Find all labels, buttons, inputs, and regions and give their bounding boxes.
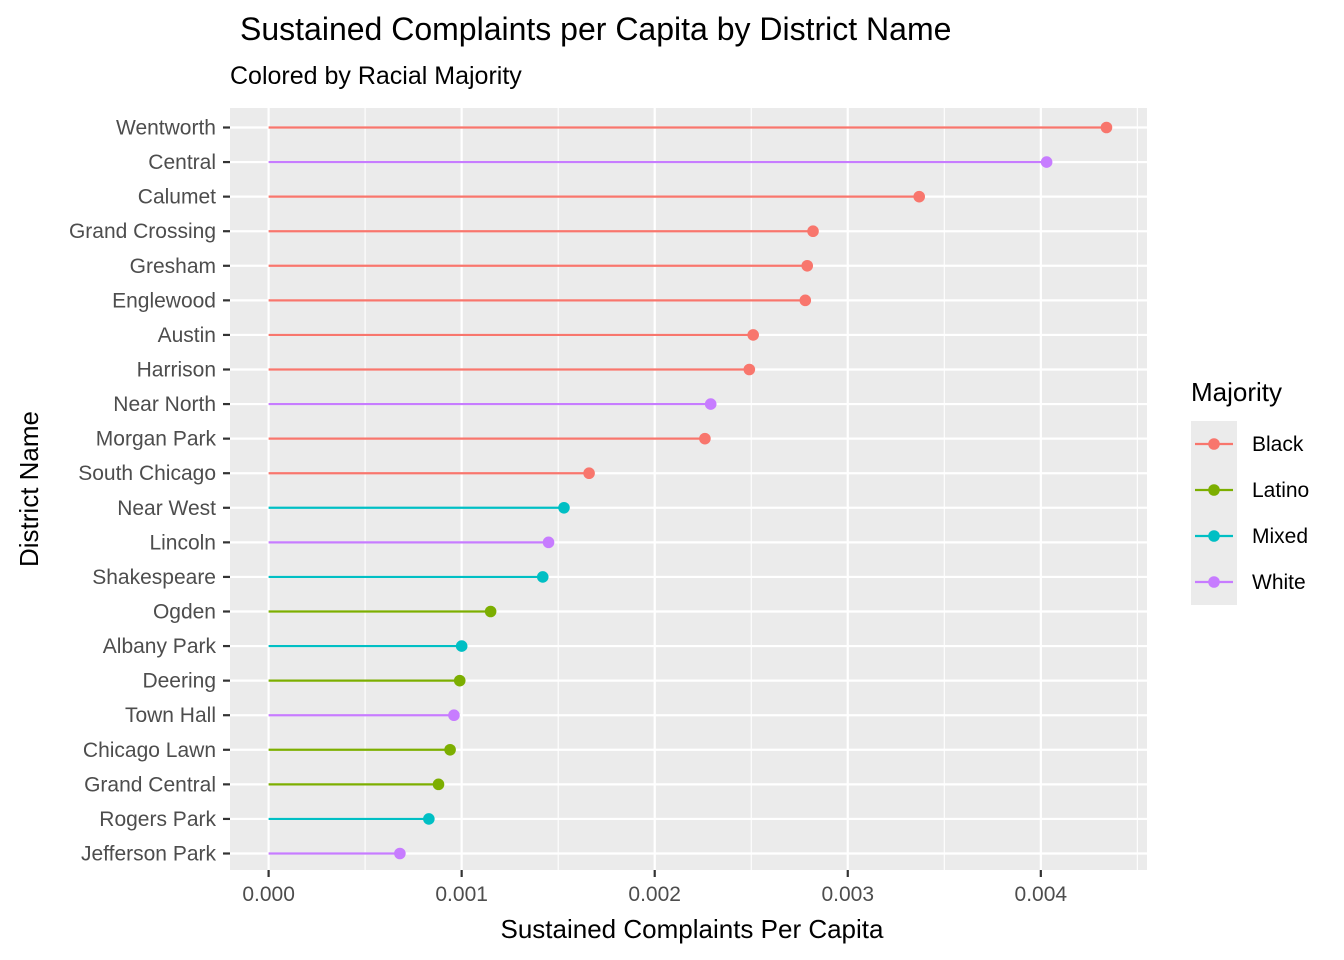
lollipop-points <box>394 121 1113 860</box>
point-calumet <box>913 190 925 203</box>
y-tick-label: Deering <box>142 670 216 693</box>
x-tick-label: 0.001 <box>435 883 488 906</box>
point-near-north <box>704 398 717 410</box>
point-ogden <box>484 605 497 618</box>
lollipop-stems <box>268 126 1107 855</box>
y-tick-label: Austin <box>158 324 216 347</box>
y-tick-label: Near North <box>113 393 216 416</box>
point-grand-crossing <box>807 225 819 238</box>
y-tick-label: Wentworth <box>116 117 216 140</box>
x-axis: 0.000 0.001 0.002 0.003 0.004 <box>242 870 1067 906</box>
point-englewood <box>799 294 812 307</box>
y-tick-label: Grand Central <box>84 773 216 796</box>
plot-panel <box>230 108 1147 870</box>
y-tick-label: Ogden <box>153 601 216 624</box>
y-tick-label: Albany Park <box>103 635 217 658</box>
y-tick-label: Grand Crossing <box>69 220 216 243</box>
y-tick-label: Near West <box>117 497 216 520</box>
point-central <box>1040 156 1053 168</box>
x-tick-label: 0.000 <box>242 883 295 906</box>
legend-label-latino: Latino <box>1252 479 1309 502</box>
y-tick-label: Chicago Lawn <box>83 739 216 762</box>
x-tick-label: 0.003 <box>821 883 874 906</box>
point-gresham <box>801 259 814 272</box>
y-tick-label: Calumet <box>138 186 216 209</box>
point-deering <box>453 674 466 687</box>
point-chicago-lawn <box>444 743 456 756</box>
y-tick-label: Lincoln <box>149 531 216 554</box>
point-jefferson-park <box>394 847 406 860</box>
y-tick-label: Town Hall <box>125 704 216 727</box>
legend-label-white: White <box>1252 571 1306 594</box>
point-rogers-park <box>423 813 435 825</box>
point-south-chicago <box>583 467 595 480</box>
legend-title: Majority <box>1191 377 1282 407</box>
x-tick-label: 0.002 <box>628 883 681 906</box>
legend-point-white <box>1208 576 1220 588</box>
y-tick-label: South Chicago <box>78 462 216 485</box>
point-albany-park <box>455 640 468 652</box>
legend-point-mixed <box>1208 530 1220 542</box>
x-tick-label: 0.004 <box>1015 883 1068 906</box>
point-morgan-park <box>699 432 711 445</box>
x-axis-title: Sustained Complaints Per Capita <box>501 914 885 944</box>
y-tick-label: Jefferson Park <box>81 843 217 866</box>
point-grand-central <box>432 778 445 791</box>
y-tick-label: Harrison <box>137 359 216 382</box>
y-tick-label: Rogers Park <box>99 808 216 831</box>
point-austin <box>747 329 759 341</box>
legend: Majority Black Latino Mixed White <box>1191 377 1309 605</box>
legend-point-black <box>1208 438 1220 450</box>
legend-label-mixed: Mixed <box>1252 525 1308 548</box>
point-lincoln <box>542 536 555 549</box>
legend-label-black: Black <box>1252 433 1304 456</box>
point-near-west <box>558 501 570 514</box>
y-axis-title: District Name <box>14 411 44 567</box>
chart-subtitle: Colored by Racial Majority <box>230 62 522 90</box>
legend-point-latino <box>1208 484 1220 496</box>
y-tick-label: Shakespeare <box>92 566 216 589</box>
y-tick-label: Englewood <box>112 289 216 312</box>
point-town-hall <box>448 709 460 722</box>
point-shakespeare <box>536 571 549 583</box>
y-axis: Wentworth Central Calumet Grand Crossing Gre… <box>69 117 230 866</box>
point-harrison <box>743 363 756 376</box>
point-wentworth <box>1100 121 1113 134</box>
y-tick-label: Morgan Park <box>96 428 217 451</box>
y-tick-label: Central <box>148 151 216 174</box>
chart-title: Sustained Complaints per Capita by Distr… <box>240 11 951 47</box>
y-tick-label: Gresham <box>130 255 216 278</box>
